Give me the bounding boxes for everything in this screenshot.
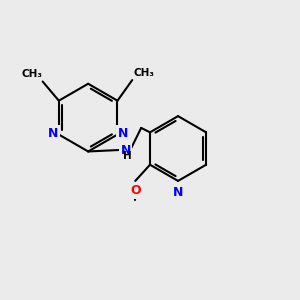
Text: O: O bbox=[130, 184, 141, 197]
Text: H: H bbox=[123, 152, 132, 161]
Text: N: N bbox=[173, 186, 183, 199]
Text: N: N bbox=[48, 127, 59, 140]
Text: N: N bbox=[121, 143, 131, 157]
Text: CH₃: CH₃ bbox=[22, 69, 43, 79]
Text: CH₃: CH₃ bbox=[134, 68, 155, 78]
Text: N: N bbox=[118, 127, 128, 140]
